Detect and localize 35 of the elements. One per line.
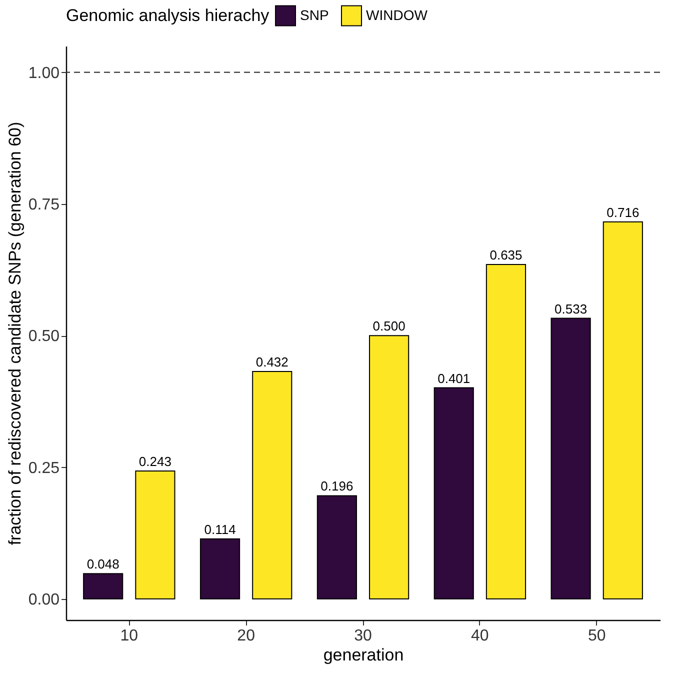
data-label: 0.716 [606, 204, 640, 220]
data-label: 0.635 [490, 248, 522, 263]
x-axis-title: generation [323, 646, 404, 664]
data-label: 0.401 [438, 370, 470, 386]
bar [369, 335, 410, 600]
x-tick-label: 40 [471, 628, 489, 644]
data-label: 0.048 [86, 556, 120, 572]
legend-title: Genomic analysis hierachy [66, 6, 270, 25]
y-tick-label: 1.00 [28, 64, 60, 82]
y-axis-title: fraction of rediscovered candidate SNPs (generation 60) [5, 122, 24, 546]
data-label: 0.196 [320, 478, 354, 494]
legend-label: WINDOW [366, 6, 428, 23]
bar [135, 470, 176, 600]
bar [550, 318, 591, 600]
x-tick-label: 50 [588, 628, 606, 644]
x-tick-label: 10 [120, 628, 138, 644]
y-tick-label: 0.00 [28, 591, 60, 608]
bar [434, 387, 474, 600]
bar [83, 573, 124, 600]
y-tick-label: 0.50 [28, 328, 60, 346]
data-label: 0.114 [204, 522, 236, 537]
data-label: 0.500 [372, 318, 406, 334]
x-tick-label: 30 [354, 628, 372, 644]
data-label: 0.243 [138, 454, 172, 469]
x-tick-label: 20 [237, 628, 256, 644]
legend-label: SNP [300, 6, 329, 23]
bar [200, 538, 240, 600]
y-tick-label: 0.75 [28, 196, 60, 214]
bar [602, 221, 643, 600]
data-label: 0.432 [256, 354, 288, 370]
y-tick-label: 0.25 [28, 460, 60, 477]
bar [252, 370, 292, 600]
data-label: 0.533 [554, 301, 588, 316]
bar [316, 495, 357, 600]
bar [486, 264, 526, 600]
